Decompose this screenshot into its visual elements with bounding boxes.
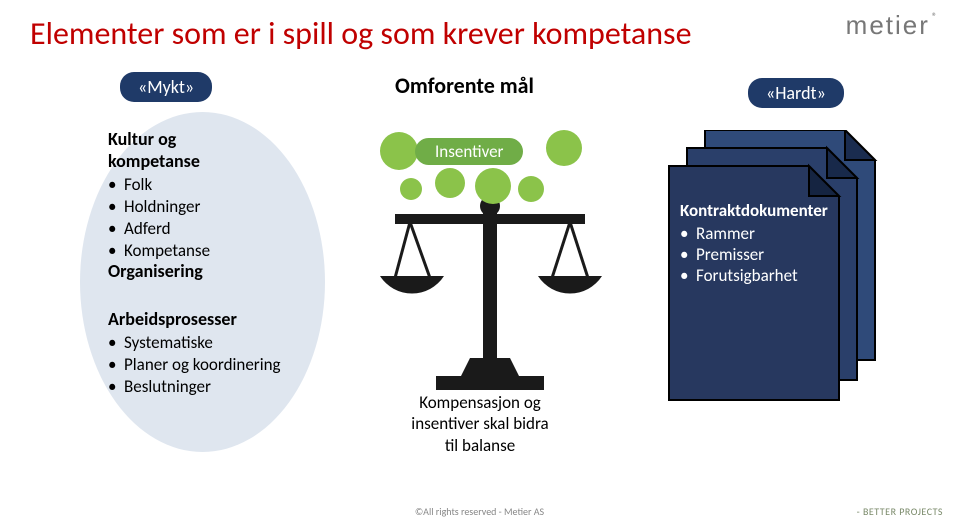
arbeid-heading: Arbeidsprosesser: [108, 308, 281, 330]
green-dot: [546, 130, 582, 166]
caption-line: Kompensasjon og: [419, 392, 541, 413]
pill-mykt: «Mykt»: [120, 72, 212, 102]
green-dot: [435, 168, 465, 198]
list-item: Systematiske: [108, 332, 281, 354]
list-item: Beslutninger: [108, 376, 281, 398]
list-item: Folk: [108, 174, 210, 196]
list-item: Adferd: [108, 218, 210, 240]
list-item: Holdninger: [108, 196, 210, 218]
center-caption: Kompensasjon og insentiver skal bidra ti…: [380, 392, 580, 456]
list-item: Premisser: [680, 244, 828, 265]
org-heading: Organisering: [108, 260, 203, 282]
footer-center: ©All rights reserved - Metier AS: [0, 505, 959, 518]
green-dot: [400, 178, 422, 200]
arbeid-list: Systematiske Planer og koordinering Besl…: [108, 332, 281, 398]
list-item: Rammer: [680, 223, 828, 244]
slide: Elementer som er i spill og som krever k…: [0, 0, 959, 524]
kontrakt-block: Kontraktdokumenter Rammer Premisser Foru…: [680, 200, 828, 286]
kontrakt-heading: Kontraktdokumenter: [680, 200, 828, 221]
list-item: Forutsigbarhet: [680, 265, 828, 286]
arbeid-block: Arbeidsprosesser Systematiske Planer og …: [108, 308, 281, 398]
org-block: Organisering: [108, 260, 203, 284]
insentiver-pill: Insentiver: [415, 138, 523, 165]
green-dot: [475, 168, 511, 204]
kultur-heading: Kultur ogkompetanse: [108, 128, 210, 172]
green-dot: [518, 176, 544, 202]
green-dot: [380, 132, 418, 170]
kultur-list: Folk Holdninger Adferd Kompetanse: [108, 174, 210, 262]
page-title: Elementer som er i spill og som krever k…: [30, 14, 691, 53]
kultur-heading-text: Kultur ogkompetanse: [108, 128, 200, 172]
logo-word: metier: [846, 10, 930, 40]
brand-logo: metier®: [846, 10, 937, 41]
kultur-block: Kultur ogkompetanse Folk Holdninger Adfe…: [108, 128, 210, 262]
top-label: Omforente mål: [395, 72, 534, 99]
caption-line: til balanse: [445, 435, 515, 456]
footer-right: - BETTER PROJECTS: [857, 505, 943, 518]
pill-hardt: «Hardt»: [748, 78, 844, 108]
kontrakt-list: Rammer Premisser Forutsigbarhet: [680, 223, 828, 286]
caption-line: insentiver skal bidra: [411, 413, 548, 434]
list-item: Planer og koordinering: [108, 354, 281, 376]
logo-registered: ®: [932, 10, 937, 23]
